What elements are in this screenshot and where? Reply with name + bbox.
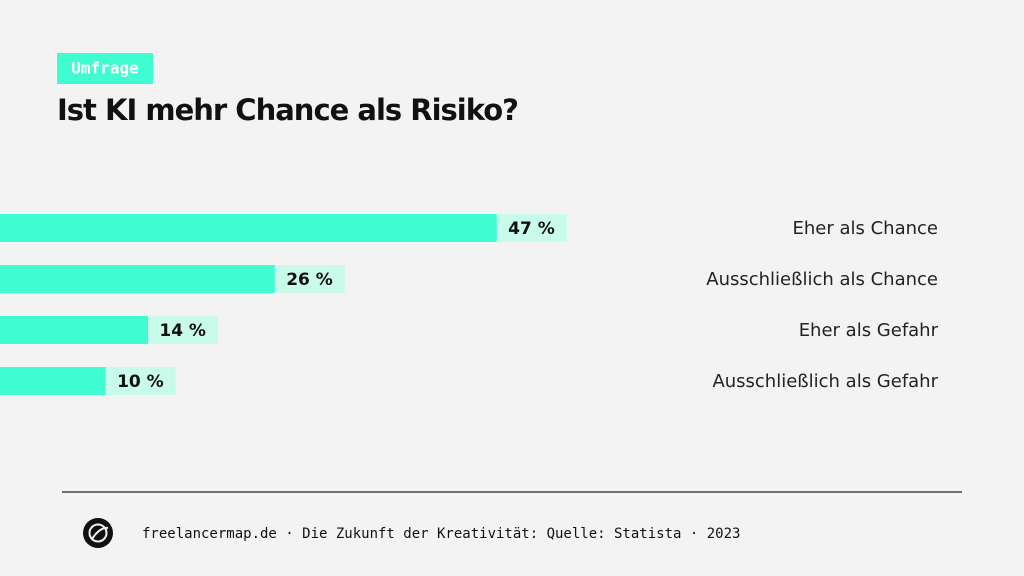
value-label-box [274,265,345,293]
logo [83,518,113,548]
value-label: 26 % [286,270,333,290]
bar [0,367,106,395]
value-label: 14 % [159,321,206,341]
category-label: Eher als Gefahr [799,320,939,341]
bar [0,265,275,293]
value-label-box [105,367,176,395]
value-label-box [147,316,218,344]
value-label: 10 % [117,372,164,392]
value-label: 47 % [508,219,555,239]
bar [0,214,497,242]
bar-group: 47 % Eher als Chance 26 % Ausschließlich al… [0,214,939,395]
tag: Umfrage [71,59,138,78]
category-label: Eher als Chance [793,218,939,239]
tag-box [57,53,153,84]
footer-text: freelancermap.de · Die Zukunft der Kreat… [142,526,740,542]
chart-title: Ist KI mehr Chance als Risiko? [57,93,518,127]
bar [0,316,148,344]
category-label: Ausschließlich als Gefahr [712,371,938,392]
value-label-box [496,214,567,242]
category-label: Ausschließlich als Chance [706,269,938,290]
